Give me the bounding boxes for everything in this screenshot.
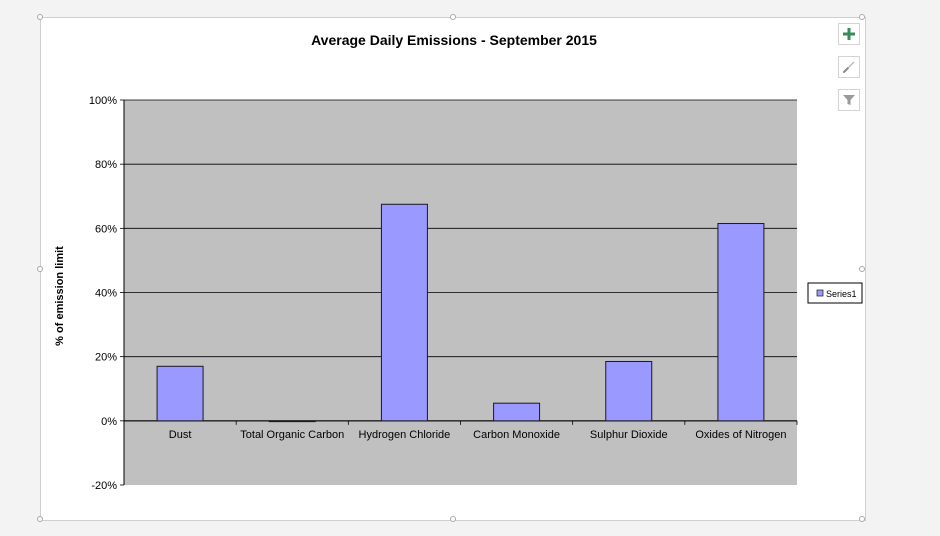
y-tick-label: 40% [95,288,117,300]
bar[interactable] [493,402,541,422]
x-tick-label: Oxides of Nitrogen [695,429,786,441]
x-tick-label: Carbon Monoxide [473,429,560,441]
y-tick-label: 100% [89,95,117,107]
bar[interactable] [717,223,765,422]
chart-tools [838,23,862,122]
plot-area: -20% 0% 20% 40% 60% 80% 100% Dust Total Organic … [89,95,798,492]
bar[interactable] [605,360,653,422]
x-tick-label: Sulphur Dioxide [590,429,668,441]
resize-handle-middle-right[interactable] [859,266,865,272]
chart-title: Average Daily Emissions - September 2015 [311,32,597,48]
y-tick-label: 60% [95,223,117,235]
y-tick-label: -20% [91,480,117,492]
chart-styles-button[interactable] [838,56,860,78]
resize-handle-top-center[interactable] [450,14,456,20]
chart-elements-button[interactable] [838,23,860,45]
bar[interactable] [156,365,204,422]
x-tick-label: Dust [169,429,192,441]
bar[interactable] [268,420,316,423]
x-tick-label: Total Organic Carbon [240,429,344,441]
y-tick-label: 80% [95,159,117,171]
y-axis-label: % of emission limit [54,246,66,346]
legend-swatch [816,289,824,297]
resize-handle-bottom-center[interactable] [450,516,456,522]
bar[interactable] [380,203,428,422]
resize-handle-top-left[interactable] [37,14,43,20]
chart-area[interactable]: Average Daily Emissions - September 2015… [37,14,866,522]
resize-handle-bottom-left[interactable] [37,516,43,522]
legend-box [807,282,863,304]
legend-entry-series1: Series1 [826,289,857,299]
resize-handle-middle-left[interactable] [37,266,43,272]
filter-icon [843,95,855,105]
resize-handle-top-right[interactable] [859,14,865,20]
x-tick-label: Hydrogen Chloride [359,429,451,441]
chart-filters-button[interactable] [838,89,860,111]
plus-icon [843,28,855,40]
brush-icon [843,61,855,73]
chart-svg: Average Daily Emissions - September 2015… [54,32,863,492]
resize-handle-bottom-right[interactable] [859,516,865,522]
legend[interactable]: Series1 [807,282,863,304]
y-tick-label: 0% [101,416,117,428]
y-tick-label: 20% [95,352,117,364]
